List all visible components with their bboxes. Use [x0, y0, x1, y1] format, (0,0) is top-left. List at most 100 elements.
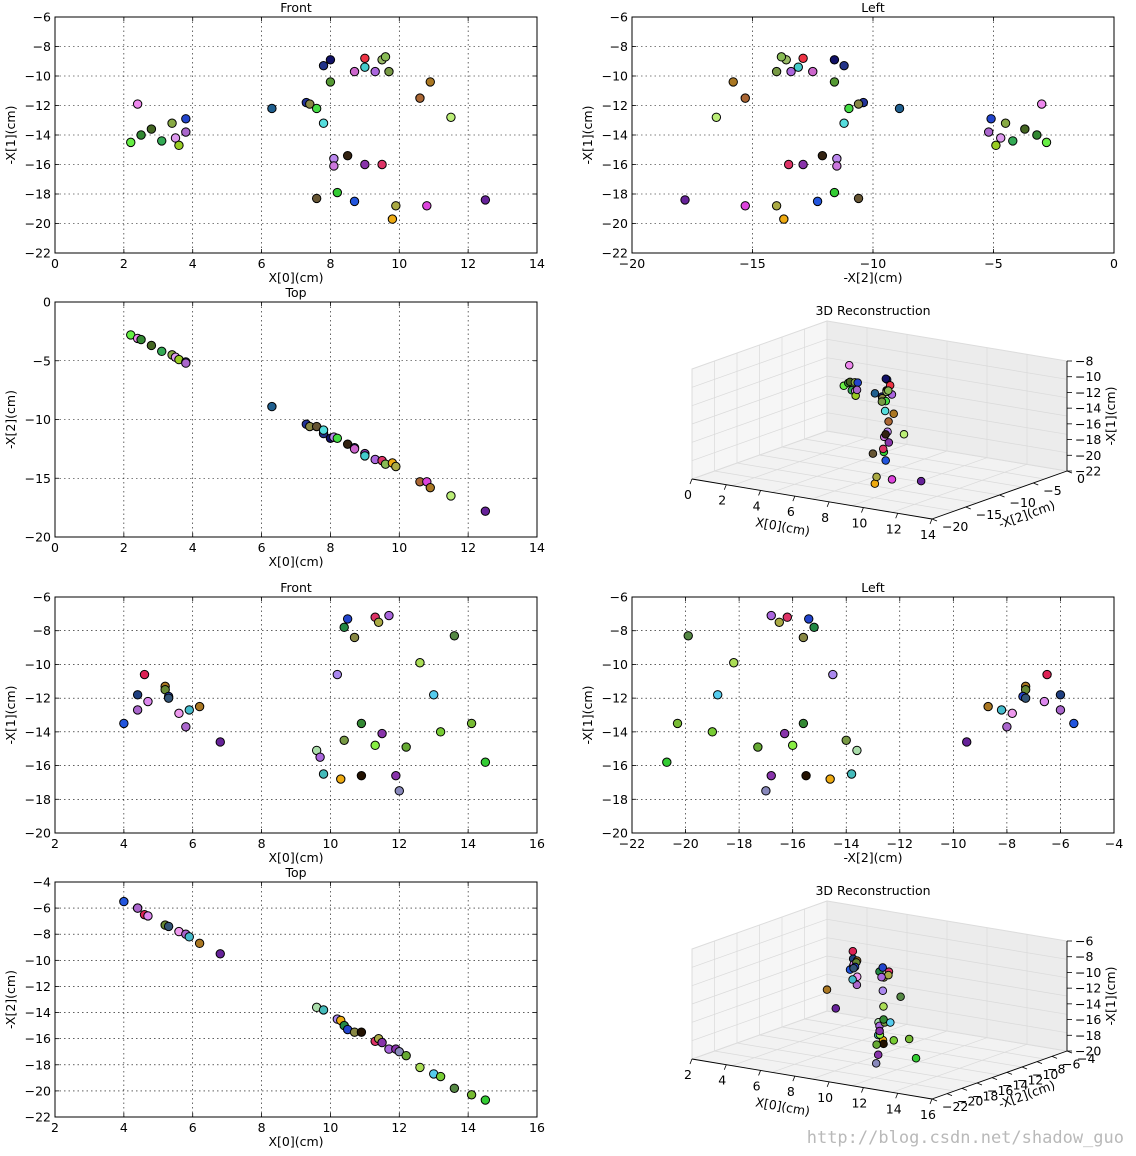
- data-point: [825, 774, 835, 784]
- data-point: [318, 425, 329, 435]
- grid-line: [804, 1018, 1045, 1060]
- x-tick-label: 14: [529, 256, 545, 271]
- data-point: [766, 770, 776, 781]
- y-tick-label: −16: [25, 758, 51, 773]
- data-point: [1020, 693, 1031, 703]
- x-tick-label: 10: [322, 1120, 338, 1135]
- data-point: [311, 193, 322, 204]
- z-tick-label: −16: [1075, 416, 1101, 431]
- data-point: [377, 728, 387, 739]
- x-tick-label: 14: [460, 836, 476, 851]
- grid-line: [691, 919, 828, 968]
- data-point: [315, 752, 325, 762]
- y-tick-label: −20: [25, 1083, 51, 1098]
- data-point: [342, 150, 353, 161]
- y-tick-label: −18: [25, 1057, 51, 1072]
- data-point: [884, 438, 894, 447]
- x-tick: [826, 1081, 830, 1088]
- data-point: [872, 1040, 881, 1049]
- data-point: [771, 201, 782, 211]
- data-point: [194, 938, 205, 949]
- x-tick-label: 0: [51, 540, 59, 555]
- x-tick-label: 0: [684, 487, 692, 502]
- y-tick-label: −8: [33, 927, 51, 942]
- z-tick-label: −16: [1075, 1012, 1101, 1027]
- y-tick-label: −15: [976, 507, 1002, 522]
- data-point: [828, 669, 838, 680]
- x-tick-label: 8: [326, 540, 334, 555]
- x-axis-label: X[0](cm): [268, 1134, 323, 1149]
- data-point: [332, 433, 343, 443]
- x-tick-label: −18: [726, 836, 752, 851]
- x-tick-label: 14: [460, 1120, 476, 1135]
- data-point: [766, 610, 776, 621]
- data-point: [817, 150, 828, 161]
- data-point: [422, 201, 432, 211]
- grid-line: [804, 438, 1045, 480]
- data-point: [332, 669, 343, 680]
- data-point: [878, 963, 887, 972]
- y-tick: [1036, 1061, 1043, 1065]
- x-tick: [895, 1093, 899, 1099]
- data-point: [394, 1047, 404, 1057]
- data-point: [1002, 722, 1012, 732]
- y-tick-label: −6: [610, 10, 628, 25]
- data-point: [174, 708, 184, 719]
- y-tick-label: −10: [602, 69, 628, 84]
- y-tick-label: −8: [610, 39, 628, 54]
- z-tick-label: −22: [1075, 464, 1101, 479]
- chart-title: Left: [861, 0, 885, 15]
- y-axis-label: -X[2](cm): [3, 970, 18, 1029]
- y-tick-label: −20: [957, 1094, 983, 1109]
- y-tick-label: −16: [987, 1083, 1013, 1098]
- y-tick-label: −4: [33, 875, 51, 890]
- data-point: [916, 476, 926, 486]
- data-point: [878, 986, 888, 995]
- data-point: [996, 705, 1007, 715]
- data-point: [753, 742, 763, 752]
- y-tick: [946, 1093, 953, 1097]
- data-point: [1000, 118, 1011, 128]
- chart-title: Left: [861, 580, 885, 595]
- x-tick-label: 14: [920, 527, 936, 542]
- x-tick-label: 10: [851, 516, 867, 531]
- y-tick: [931, 518, 938, 522]
- x-tick: [758, 1070, 761, 1076]
- y-axis-label: -X[2](cm): [3, 390, 18, 449]
- z-tick-label: −6: [1075, 934, 1093, 949]
- y-tick-label: −5: [1043, 483, 1061, 498]
- data-point: [1020, 124, 1030, 134]
- plot-frame: [631, 16, 1115, 254]
- data-point: [852, 745, 862, 756]
- y-tick-label: −10: [25, 412, 51, 427]
- data-point: [852, 385, 862, 395]
- data-point: [163, 693, 174, 703]
- data-point: [779, 214, 789, 224]
- y-tick-label: −4: [1077, 1051, 1095, 1066]
- y-tick-label: −15: [25, 471, 51, 486]
- y-tick-label: −6: [1062, 1056, 1080, 1071]
- y-tick: [1033, 482, 1039, 486]
- data-point: [844, 103, 854, 114]
- panel-5: 2 4 6 8 10 12 14 16 −20 −18 −16 −14 −12 −10 −8 −6 Front X…: [3, 580, 545, 865]
- x-axis-line: [691, 1058, 933, 1100]
- plot-frame: [54, 596, 538, 834]
- data-point: [318, 1005, 329, 1015]
- data-point: [480, 1095, 491, 1105]
- data-point: [1055, 705, 1066, 715]
- data-point: [877, 397, 887, 406]
- z-tick-label: −20: [1075, 448, 1101, 463]
- z-tick-label: −18: [1075, 1028, 1101, 1043]
- z-tick-label: −10: [1075, 369, 1101, 384]
- y-tick: [999, 494, 1005, 498]
- x-tick-label: 4: [189, 540, 197, 555]
- data-point: [798, 53, 808, 63]
- x-tick-label: 8: [258, 1120, 266, 1135]
- plot-frame: [54, 881, 538, 1118]
- data-point: [848, 946, 858, 956]
- x-tick-label: −22: [619, 836, 645, 851]
- y-tick-label: −16: [602, 157, 628, 172]
- data-point: [339, 622, 349, 633]
- data-point: [822, 985, 832, 994]
- data-point: [146, 124, 157, 134]
